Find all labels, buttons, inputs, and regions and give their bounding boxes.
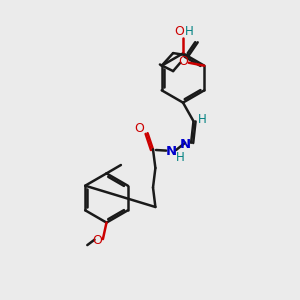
Text: N: N [179, 137, 191, 151]
Text: H: H [184, 25, 194, 38]
Text: N: N [165, 145, 177, 158]
Text: O: O [134, 122, 144, 135]
Text: O: O [175, 25, 184, 38]
Text: O: O [92, 233, 102, 247]
Text: H: H [197, 113, 206, 126]
Text: O: O [178, 55, 188, 68]
Text: H: H [176, 151, 185, 164]
